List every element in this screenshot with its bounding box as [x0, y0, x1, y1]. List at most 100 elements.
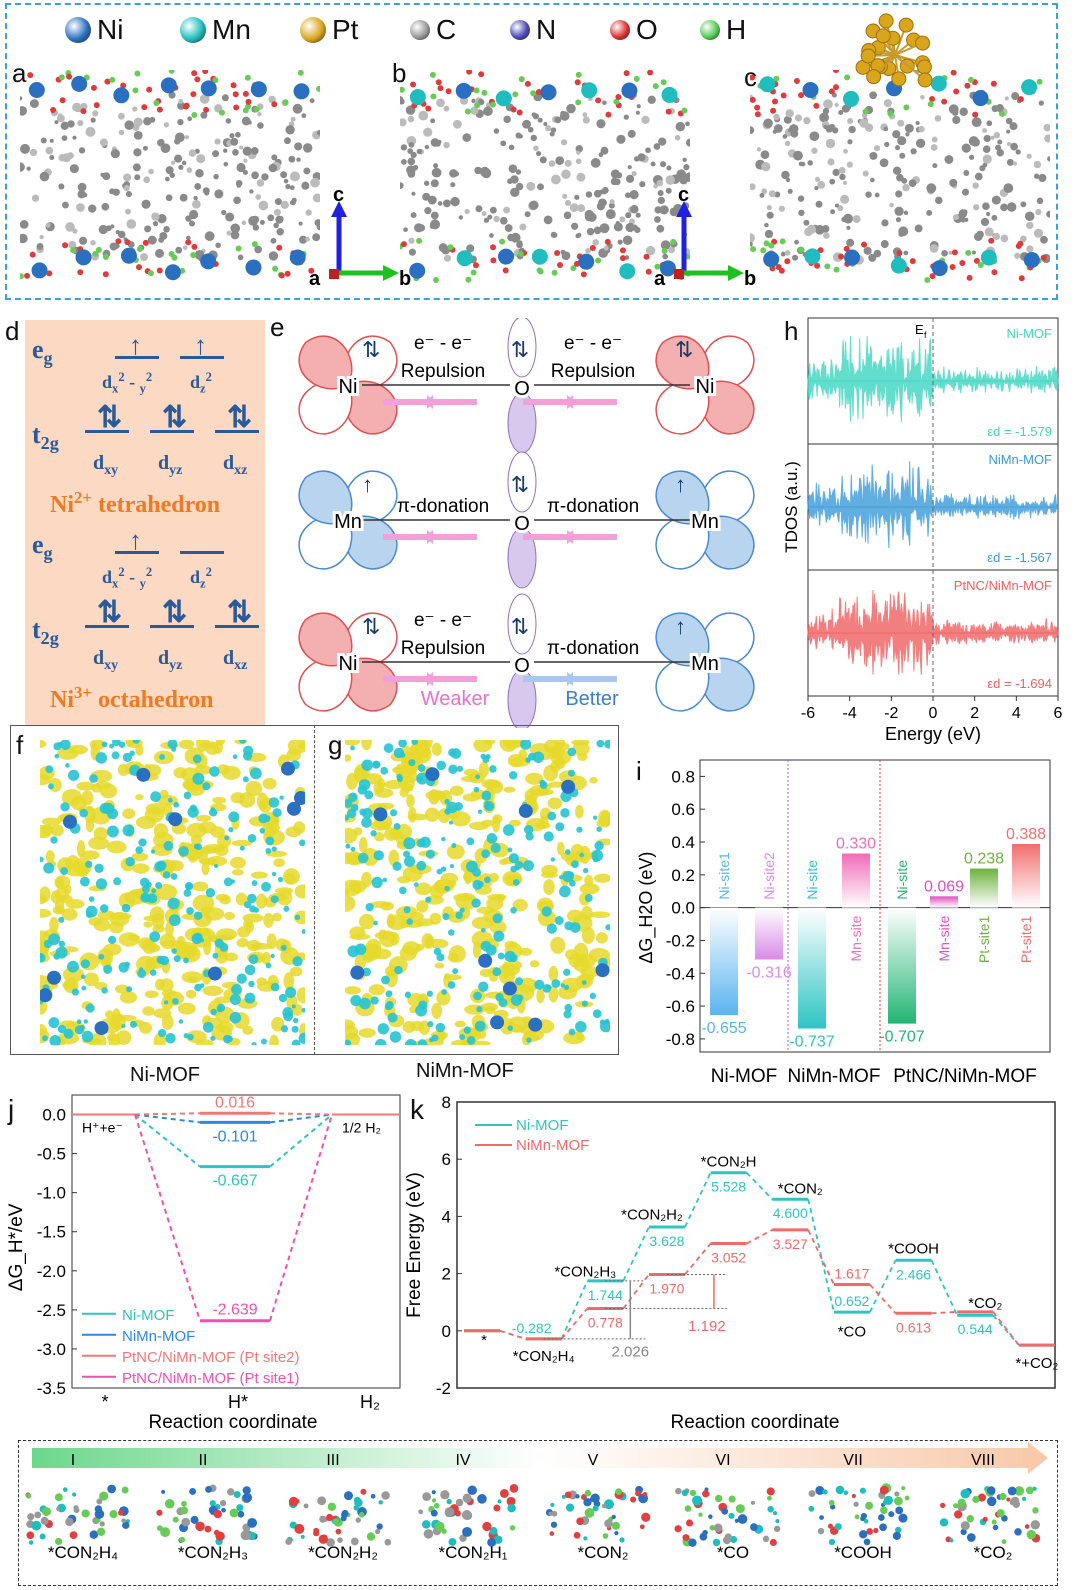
- charge-accumulation-blob: [566, 909, 584, 923]
- charge-depletion-blob: [567, 747, 577, 757]
- catalyst-atom: [901, 1486, 906, 1491]
- charge-depletion-blob: [427, 1021, 434, 1028]
- d-orbital-lobe: [298, 335, 353, 390]
- charge-accumulation-blob: [498, 858, 509, 866]
- catalyst-atom: [1014, 1486, 1025, 1496]
- carbon-atom: [1038, 173, 1047, 183]
- o-h-atom: [135, 264, 142, 271]
- carbon-atom: [961, 188, 970, 196]
- axis-label-b: b: [744, 268, 756, 290]
- carbon-atom: [592, 239, 599, 246]
- charge-accumulation-blob: [358, 1028, 376, 1038]
- o-h-atom: [202, 70, 209, 75]
- charge-accumulation-blob: [114, 984, 130, 994]
- o-h-atom: [817, 247, 824, 254]
- charge-depletion-blob: [242, 776, 249, 783]
- carbon-atom: [974, 172, 983, 181]
- minus: -: [124, 567, 140, 587]
- charge-accumulation-blob: [153, 823, 169, 839]
- catalyst-atom: [957, 1498, 966, 1507]
- catalyst-atom: [94, 1505, 103, 1513]
- carbon-atom: [411, 191, 416, 196]
- charge-depletion-blob: [223, 877, 233, 887]
- charge-depletion-blob: [541, 906, 552, 917]
- plot-frame: [71, 1094, 401, 1389]
- charge-depletion-blob: [283, 905, 290, 912]
- charge-depletion-blob: [554, 916, 564, 925]
- charge-depletion-blob: [272, 808, 282, 818]
- charge-depletion-blob: [155, 881, 163, 890]
- carbon-atom: [830, 209, 836, 215]
- metal-atom: [62, 814, 77, 829]
- catalyst-atom: [160, 1527, 171, 1538]
- charge-depletion-blob: [238, 740, 247, 744]
- metal-atom: [373, 807, 388, 822]
- carbon-atom: [563, 211, 572, 220]
- carbon-atom: [920, 94, 925, 100]
- charge-accumulation-blob: [427, 938, 449, 949]
- carbon-atom: [625, 212, 632, 219]
- d: d: [158, 452, 170, 474]
- carbon-atom: [889, 202, 894, 208]
- carbon-atom: [535, 150, 542, 157]
- catalyst-atom: [854, 1514, 860, 1520]
- charge-depletion-blob: [393, 823, 401, 830]
- carbon-atom: [617, 239, 623, 245]
- charge-depletion-blob: [605, 924, 610, 931]
- carbon-atom: [175, 246, 183, 254]
- charge-accumulation-blob: [221, 765, 241, 780]
- catalyst-atom: [859, 1487, 866, 1494]
- catalyst-atom: [213, 1509, 222, 1519]
- charge-accumulation-blob: [285, 826, 302, 838]
- state-label: *COOH: [888, 1241, 939, 1258]
- charge-accumulation-blob: [554, 756, 566, 770]
- catalyst-atom: [828, 1538, 836, 1546]
- charge-depletion-blob: [49, 1035, 61, 1045]
- charge-depletion-blob: [380, 766, 389, 775]
- charge-depletion-blob: [563, 1010, 572, 1019]
- ni-geometry-title: Ni2+ tetrahedron: [50, 488, 220, 519]
- y-tick-label: 8: [442, 1093, 451, 1112]
- charge-depletion-blob: [301, 1007, 305, 1013]
- o-h-atom: [1036, 78, 1043, 85]
- carbon-atom: [123, 173, 132, 182]
- catalyst-atom: [682, 1534, 690, 1542]
- charge-depletion-blob: [411, 740, 419, 745]
- catalyst-atom: [99, 1491, 109, 1501]
- carbon-atom: [780, 251, 786, 257]
- charge-depletion-blob: [129, 1020, 138, 1028]
- superscript: 2+: [74, 488, 92, 507]
- charge-depletion-blob: [510, 865, 518, 873]
- level-value-label: 3.527: [773, 1236, 808, 1252]
- carbon-atom: [134, 174, 141, 181]
- o-h-atom: [574, 79, 581, 86]
- charge-depletion-blob: [122, 752, 133, 762]
- carbon-atom: [873, 249, 882, 258]
- charge-accumulation-blob: [40, 894, 47, 905]
- carbon-atom: [837, 205, 844, 212]
- carbon-atom: [36, 242, 44, 250]
- o-h-atom: [62, 242, 69, 249]
- charge-depletion-blob: [393, 747, 405, 759]
- charge-accumulation-blob: [589, 776, 598, 784]
- pt-atom: [875, 28, 891, 44]
- superscript: 2: [145, 565, 153, 579]
- charge-accumulation-blob: [345, 879, 362, 897]
- o-h-atom: [929, 273, 936, 280]
- charge-depletion-blob: [604, 740, 610, 749]
- o-h-atom: [191, 111, 198, 118]
- carbon-atom: [65, 222, 75, 232]
- carbon-atom: [560, 110, 566, 116]
- charge-depletion-blob: [526, 1037, 532, 1043]
- o-h-atom: [191, 70, 198, 77]
- charge-accumulation-blob: [431, 1002, 443, 1020]
- carbon-atom: [982, 145, 991, 154]
- electron-flow-arrow-icon: [523, 395, 575, 409]
- subscript: y: [139, 381, 146, 396]
- o-h-atom: [153, 99, 160, 106]
- charge-accumulation-blob: [230, 792, 245, 804]
- state-label: *CON₂H₂: [621, 1206, 683, 1223]
- charge-depletion-blob: [416, 860, 427, 871]
- carbon-atom: [798, 209, 805, 216]
- o-h-atom: [109, 76, 116, 83]
